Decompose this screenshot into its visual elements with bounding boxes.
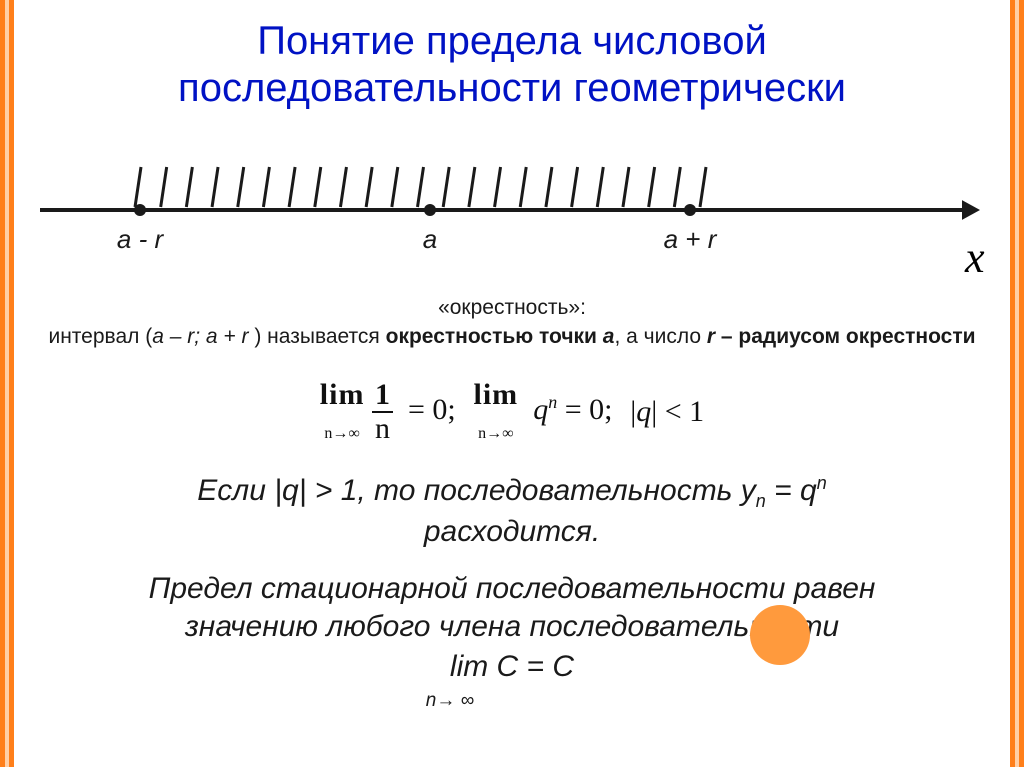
page-title: Понятие предела числовой последовательно…	[0, 18, 1024, 112]
stationary-statement: Предел стационарной последовательности р…	[0, 570, 1024, 645]
axis-label-x: x	[965, 232, 985, 283]
title-line2: последовательности геометрически	[178, 66, 846, 110]
number-line-svg	[40, 145, 995, 265]
number-line: a - r a a + r x	[40, 145, 995, 265]
formula-abs-q-lt-1: |q| < 1	[630, 395, 704, 429]
formula-lim-1-over-n: lim n→∞ 1n = 0;	[320, 378, 456, 446]
title-line1: Понятие предела числовой	[257, 19, 767, 63]
divergence-statement: Если |q| > 1, то последовательность yn =…	[0, 472, 1024, 550]
decorative-orange-dot	[750, 605, 810, 665]
tick-a-plus-r: a + r	[664, 224, 717, 255]
lim-c-formula: lim C = C	[0, 650, 1024, 684]
formula-lim-qn: lim n→∞ qn = 0;	[474, 378, 613, 446]
tick-a: a	[423, 224, 437, 255]
limit-formulas: lim n→∞ 1n = 0; lim n→∞ qn = 0; |q| < 1	[0, 378, 1024, 446]
tick-a-minus-r: a - r	[117, 224, 163, 255]
neighborhood-label: «окрестность»:	[0, 296, 1024, 320]
lim-c-sub: n→ ∞	[0, 690, 962, 712]
neighborhood-definition: интервал (a – r; a + r ) называется окре…	[0, 324, 1024, 350]
